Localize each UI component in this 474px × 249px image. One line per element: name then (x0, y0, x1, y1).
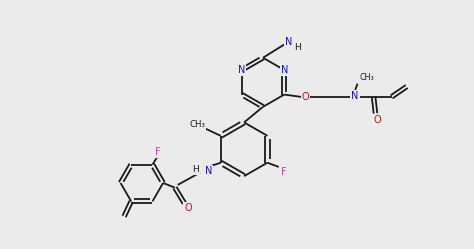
Text: F: F (281, 167, 287, 177)
Text: H: H (192, 165, 199, 174)
Text: N: N (237, 64, 245, 74)
Text: CH₃: CH₃ (189, 120, 205, 128)
Text: N: N (205, 166, 212, 176)
Text: CH₃: CH₃ (360, 73, 374, 82)
Text: N: N (281, 64, 289, 74)
Text: O: O (184, 203, 192, 213)
Text: F: F (155, 147, 161, 157)
Text: O: O (302, 92, 310, 102)
Text: O: O (373, 115, 381, 125)
Text: N: N (285, 37, 292, 47)
Text: H: H (295, 43, 301, 52)
Text: N: N (352, 91, 359, 101)
